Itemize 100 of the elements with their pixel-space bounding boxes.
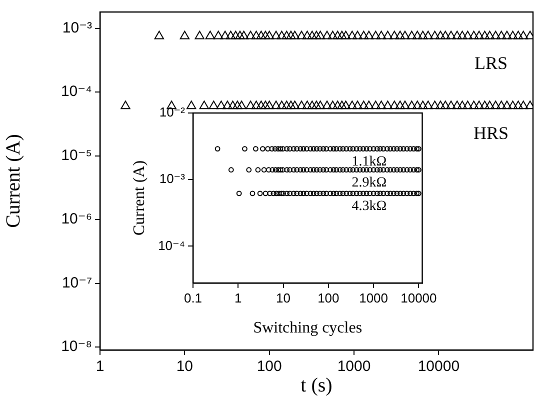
point: [394, 167, 400, 173]
y-tick-label: 10⁻³: [62, 19, 92, 36]
point: [377, 146, 383, 152]
point: [290, 167, 296, 173]
x-tick-label: 1000: [359, 290, 388, 306]
point: [350, 146, 356, 152]
point: [257, 190, 263, 196]
point: [394, 146, 400, 152]
point: [354, 167, 360, 173]
point: [357, 146, 363, 152]
y-tick-label: 10⁻⁴: [60, 83, 92, 100]
point: [360, 190, 366, 196]
point: [300, 190, 306, 196]
point: [347, 167, 353, 173]
point: [284, 190, 290, 196]
point: [408, 167, 413, 173]
x-axis-title: t (s): [300, 374, 332, 396]
point: [317, 167, 323, 173]
point: [360, 167, 366, 173]
y-tick-label: 10⁻⁷: [62, 274, 92, 292]
series-label: 1.1kΩ: [352, 154, 387, 170]
point: [354, 190, 360, 196]
point: [328, 167, 333, 173]
point: [330, 190, 336, 196]
point: [380, 167, 386, 173]
point: [340, 146, 346, 152]
point: [367, 146, 373, 152]
y-tick-label: 10⁻³: [159, 171, 186, 186]
point: [340, 167, 346, 173]
point: [384, 190, 390, 196]
point: [384, 167, 390, 173]
point: [410, 146, 416, 152]
point: [324, 190, 330, 196]
point: [398, 190, 403, 196]
point: [354, 146, 360, 152]
point: [374, 146, 380, 152]
point: [334, 190, 340, 196]
series-label: 4.3kΩ: [352, 199, 387, 214]
point: [317, 146, 323, 152]
series-label: 2.9kΩ: [352, 176, 387, 191]
point: [310, 167, 316, 173]
point: [304, 167, 310, 173]
point: [314, 146, 320, 152]
y-tick-label: 10⁻²: [159, 104, 186, 120]
point: [334, 167, 340, 173]
point: [391, 190, 396, 196]
point: [337, 146, 343, 152]
point: [370, 146, 376, 152]
point: [294, 190, 300, 196]
point: [278, 146, 284, 152]
point: [294, 146, 300, 152]
point: [357, 190, 363, 196]
point: [367, 190, 373, 196]
x-tick-label: 0.1: [184, 290, 202, 306]
point: [300, 167, 306, 173]
point: [304, 190, 310, 196]
point: [400, 146, 406, 152]
series-label: LRS: [474, 52, 508, 73]
point: [337, 167, 343, 173]
point: [377, 167, 383, 173]
point: [380, 190, 386, 196]
series-label: HRS: [473, 122, 509, 143]
point: [328, 190, 333, 196]
point: [391, 146, 396, 152]
point: [272, 146, 278, 152]
point: [404, 190, 410, 196]
point: [260, 146, 266, 152]
x-tick-label: 10: [176, 358, 194, 376]
point: [388, 190, 394, 196]
point: [347, 146, 353, 152]
point: [278, 190, 284, 196]
point: [320, 167, 326, 173]
point: [388, 146, 394, 152]
point: [410, 167, 416, 173]
point: [324, 146, 330, 152]
point: [344, 146, 350, 152]
point: [330, 146, 336, 152]
point: [404, 167, 410, 173]
point: [300, 146, 306, 152]
point: [298, 146, 304, 152]
point: [308, 190, 314, 196]
point: [350, 167, 356, 173]
point: [360, 146, 366, 152]
point: [287, 190, 293, 196]
point: [377, 190, 383, 196]
y-tick-label: 10⁻⁶: [61, 210, 92, 228]
point: [290, 146, 296, 152]
point: [298, 167, 304, 173]
point: [280, 190, 286, 196]
x-tick-label: 1: [96, 358, 104, 376]
y-tick-label: 10⁻⁸: [61, 338, 92, 356]
point: [261, 167, 267, 173]
point: [400, 190, 406, 196]
point: [294, 167, 300, 173]
point: [320, 190, 326, 196]
point: [370, 190, 376, 196]
point: [404, 146, 410, 152]
point: [350, 190, 356, 196]
point: [314, 190, 320, 196]
point: [317, 190, 323, 196]
